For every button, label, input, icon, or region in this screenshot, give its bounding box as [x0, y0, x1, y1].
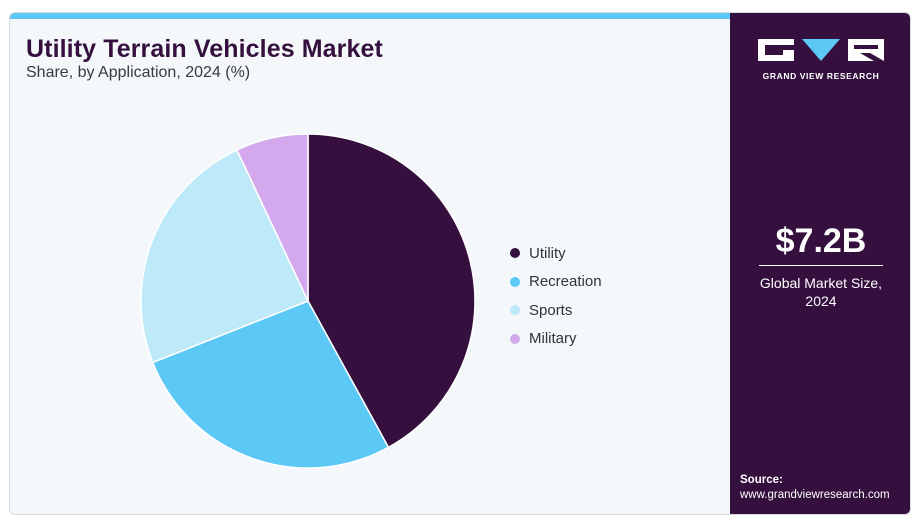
- legend-swatch: [510, 305, 520, 316]
- source-note: Source: www.grandviewresearch.com: [740, 473, 890, 503]
- legend-swatch: [510, 248, 520, 259]
- source-label: Source:: [740, 474, 783, 486]
- chart-legend: Utility Recreation Sports Military: [510, 239, 602, 353]
- legend-swatch: [510, 333, 520, 344]
- legend-label: Recreation: [529, 273, 602, 291]
- pie-slice-recreation: [151, 300, 390, 469]
- market-size-stat: $7.2B Global Market Size, 2024: [730, 221, 910, 310]
- accent-bar: [10, 13, 730, 19]
- market-size-value: $7.2B: [775, 222, 867, 260]
- market-size-label-line2: 2024: [805, 293, 837, 309]
- legend-label: Sports: [529, 301, 573, 319]
- stat-divider: [759, 265, 883, 266]
- chart-panel: Utility Terrain Vehicles Market Share, b…: [10, 13, 730, 514]
- summary-sidebar: GRAND VIEW RESEARCH $7.2B Global Market …: [730, 13, 910, 514]
- pie-slice-military: [235, 133, 309, 302]
- legend-label: Utility: [529, 244, 566, 262]
- legend-swatch: [510, 276, 520, 287]
- pie-slice-utility: [307, 133, 476, 449]
- brand-name: GRAND VIEW RESEARCH: [762, 71, 880, 81]
- legend-item-sports: Sports: [510, 296, 602, 325]
- pie-chart: [140, 133, 476, 469]
- legend-label: Military: [529, 330, 577, 348]
- chart-title: Utility Terrain Vehicles Market: [26, 35, 383, 63]
- market-size-label-line1: Global Market Size,: [759, 275, 883, 291]
- source-url[interactable]: www.grandviewresearch.com: [740, 489, 890, 501]
- chart-subtitle: Share, by Application, 2024 (%): [26, 64, 251, 81]
- brand-logo: GRAND VIEW RESEARCH: [756, 37, 886, 81]
- legend-item-recreation: Recreation: [510, 268, 602, 297]
- gvr-logo-icon: [758, 39, 884, 61]
- pie-slice-sports: [140, 148, 310, 364]
- legend-item-utility: Utility: [510, 239, 602, 268]
- legend-item-military: Military: [510, 325, 602, 354]
- infographic-card: Utility Terrain Vehicles Market Share, b…: [9, 12, 911, 515]
